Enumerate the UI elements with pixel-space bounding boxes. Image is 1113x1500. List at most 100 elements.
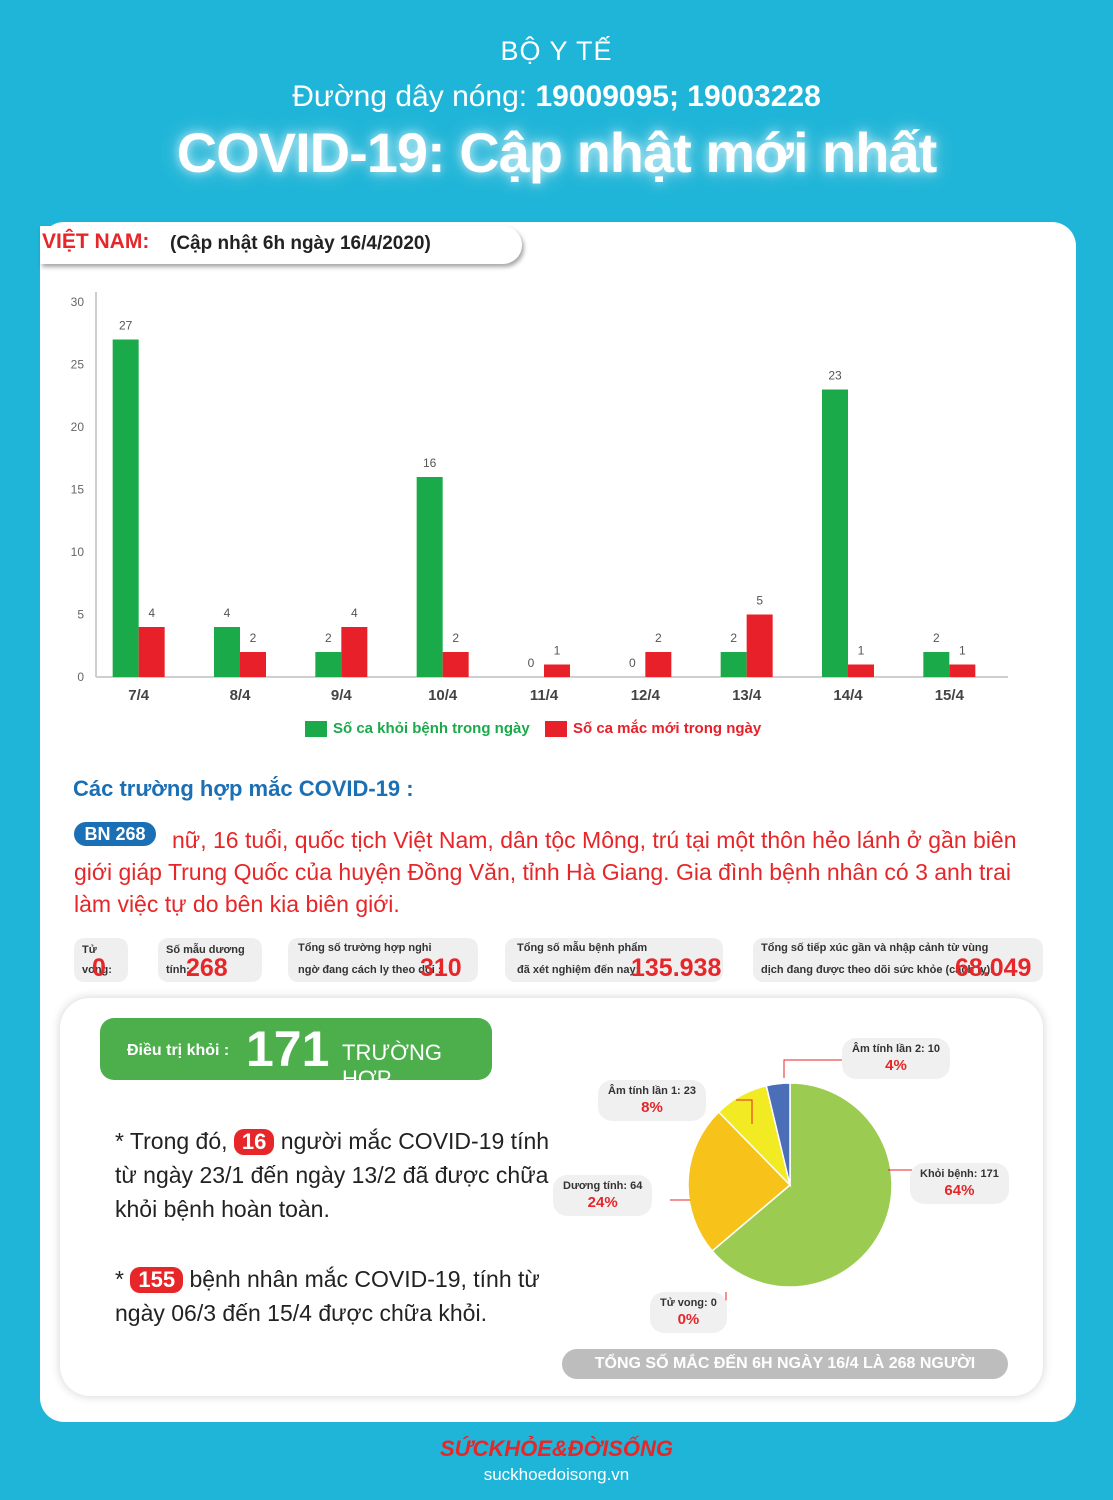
hotline-label: Đường dây nóng:: [292, 80, 528, 113]
bar-recovered: [923, 652, 950, 677]
bar-new-cases: [138, 627, 165, 677]
stat-contacts-value: 68.049: [955, 954, 1032, 982]
recovered-label: Điều trị khỏi :: [127, 1042, 230, 1059]
bar-recovered: [315, 652, 342, 677]
stat-tested: Tổng số mẫu bệnh phẩm đã xét nghiệm đến …: [505, 938, 723, 982]
legend-new-cases: Số ca mắc mới trong ngày: [545, 720, 762, 738]
note-2-text-1: bệnh nhân mắc COVID-19, tính từ: [189, 1266, 540, 1292]
x-tick-label: 14/4: [833, 687, 863, 704]
page-title: COVID-19: Cập nhật mới nhất: [176, 121, 938, 184]
legend-recovered-swatch: [305, 721, 327, 738]
pie-slice: [765, 1082, 791, 1186]
y-tick-label: 25: [71, 358, 85, 372]
pie-label-deaths-pct: 0%: [677, 1311, 700, 1328]
legend-new-cases-swatch: [545, 721, 567, 738]
bar-new-cases: [949, 664, 976, 677]
x-tick-label: 8/4: [230, 687, 252, 704]
cases-title: Các trường hợp mắc COVID-19 :: [73, 776, 414, 801]
note-1-prefix: * Trong đó,: [115, 1128, 228, 1154]
bar-data-label: 1: [554, 644, 561, 658]
daily-cases-bar-chart: 0510152025302747/4428/4249/416210/40111/…: [71, 292, 1008, 704]
pie-label-negative-1: Âm tính lần 1: 23 8%: [598, 1080, 707, 1121]
total-cases-pill: TỔNG SỐ MẮC ĐẾN 6H NGÀY 16/4 LÀ 268 NGƯỜ…: [562, 1349, 1008, 1379]
bar-new-cases: [341, 627, 368, 677]
bar-data-label: 2: [452, 631, 459, 645]
org-name: BỘ Y TẾ: [500, 36, 613, 66]
vietnam-tab: [40, 226, 522, 264]
bar-data-label: 1: [959, 644, 966, 658]
pie-label-negative-2: Âm tính lần 2: 10 4%: [842, 1038, 951, 1079]
pie-label-positive-pct: 24%: [587, 1194, 618, 1211]
stat-contacts-label-2: dịch đang được theo dõi sức khỏe (cách l…: [761, 964, 994, 976]
stat-tested-label-2: đã xét nghiệm đến nay:: [517, 964, 640, 976]
pie-leader-line: [783, 1059, 850, 1078]
stat-contacts: Tổng số tiếp xúc gần và nhập cảnh từ vùn…: [753, 938, 1043, 982]
pie-label-positive-text: Dương tính: 64: [563, 1180, 643, 1192]
pie-label-negative-1-text: Âm tính lần 1: 23: [608, 1085, 697, 1097]
bar-new-cases: [848, 664, 874, 677]
note-2: * 155 bệnh nhân mắc COVID-19, tính từ ng…: [115, 1262, 540, 1330]
y-tick-label: 10: [71, 545, 85, 559]
bar-data-label: 0: [629, 656, 636, 670]
bar-data-label: 0: [528, 656, 535, 670]
bar-data-label: 2: [655, 631, 662, 645]
bar-data-label: 2: [325, 631, 332, 645]
note-1-text-2: từ ngày 23/1 đến ngày 13/2 đã được chữa: [115, 1162, 549, 1188]
pie-label-deaths: Tử vong: 0 0%: [650, 1292, 727, 1333]
stat-suspected: Tổng số trường hợp nghi ngờ đang cách ly…: [288, 938, 478, 982]
bar-recovered: [720, 652, 747, 677]
bar-data-label: 1: [858, 644, 865, 658]
x-tick-label: 13/4: [732, 687, 762, 704]
hotline-numbers: 19009095; 19003228: [535, 80, 821, 113]
pie-label-recovered-pct: 64%: [944, 1182, 975, 1199]
pie-label-recovered-text: Khỏi bệnh: 171: [920, 1168, 999, 1180]
bar-data-label: 2: [730, 631, 737, 645]
bar-data-label: 2: [250, 631, 257, 645]
pie-label-positive: Dương tính: 64 24%: [553, 1175, 653, 1216]
bar-data-label: 4: [351, 606, 358, 620]
pie-slice: [687, 1110, 792, 1253]
bar-recovered: [112, 339, 139, 677]
x-tick-label: 9/4: [331, 687, 353, 704]
bar-data-label: 27: [119, 319, 133, 333]
legend-new-cases-label: Số ca mắc mới trong ngày: [573, 720, 762, 737]
bar-recovered: [416, 477, 443, 677]
pie-label-deaths-text: Tử vong: 0: [660, 1297, 717, 1309]
y-tick-label: 15: [71, 483, 85, 497]
stat-deaths: Tử vong: 0: [74, 938, 128, 982]
bar-new-cases: [645, 652, 672, 677]
legend-recovered: Số ca khỏi bệnh trong ngày: [305, 720, 530, 738]
stat-tested-label-1: Tổng số mẫu bệnh phẩm: [517, 942, 648, 954]
pie-label-negative-2-text: Âm tính lần 2: 10: [852, 1043, 941, 1055]
legend-recovered-label: Số ca khỏi bệnh trong ngày: [333, 720, 530, 737]
x-tick-label: 10/4: [428, 687, 458, 704]
bar-data-label: 4: [148, 606, 155, 620]
bar-data-label: 23: [828, 369, 842, 383]
patient-id-badge: BN 268: [74, 822, 156, 846]
bar-new-cases: [240, 652, 266, 677]
recovered-number: 171: [246, 1021, 330, 1077]
pie-slice: [711, 1082, 893, 1288]
y-tick-label: 30: [71, 295, 85, 309]
stat-contacts-label-1: Tổng số tiếp xúc gần và nhập cảnh từ vùn…: [761, 942, 989, 954]
stat-deaths-label: Tử vong:: [82, 944, 112, 976]
bar-new-cases: [544, 664, 570, 677]
hotline: Đường dây nóng: 19009095; 19003228: [0, 80, 1113, 114]
y-tick-label: 5: [77, 608, 84, 622]
stat-deaths-value: 0: [92, 954, 106, 982]
x-tick-label: 11/4: [530, 687, 559, 704]
x-tick-label: 15/4: [935, 687, 965, 704]
stat-suspected-label-1: Tổng số trường hợp nghi: [298, 942, 432, 954]
vietnam-label: VIỆT NAM:: [42, 230, 150, 253]
recovered-pill: Điều trị khỏi : 171 TRƯỜNG HỢP: [100, 1018, 492, 1091]
x-tick-label: 7/4: [128, 687, 150, 704]
footer-url: suckhoedoisong.vn: [483, 1465, 630, 1484]
bar-data-label: 2: [933, 631, 940, 645]
stat-positive: Số mẫu dương tính: 268: [158, 938, 262, 982]
bar-data-label: 5: [756, 594, 763, 608]
pie-label-negative-2-pct: 4%: [885, 1057, 907, 1074]
stat-positive-label: Số mẫu dương tính:: [166, 944, 245, 976]
note-2-number: 155: [130, 1267, 184, 1293]
x-tick-label: 12/4: [631, 687, 661, 704]
footer-logo: SỨCKHỎE&ĐỜISỐNG: [439, 1436, 673, 1461]
